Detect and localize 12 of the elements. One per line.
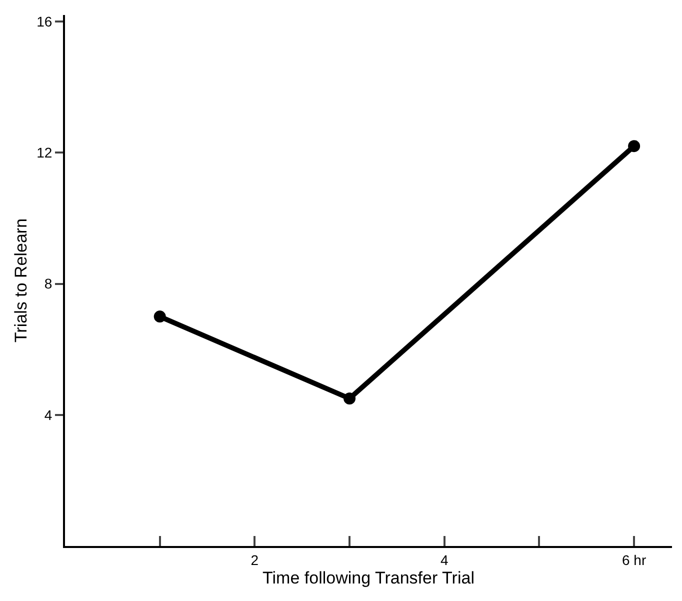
y-tick-label: 4 [44,406,52,423]
point [154,310,166,323]
y-tick-label: 12 [36,144,52,161]
x-tick-label: 4 [440,552,448,568]
x-tick-label: 2 [250,552,259,568]
y-axis-title: Trials to Relearn [12,218,31,343]
point [628,140,640,152]
point [344,392,356,404]
y-tick-label: 16 [36,13,52,30]
x-tick-label: 6 hr [622,552,646,568]
y-tick-label: 8 [44,276,52,292]
x-axis-title: Time following Transfer Trial [262,568,474,588]
